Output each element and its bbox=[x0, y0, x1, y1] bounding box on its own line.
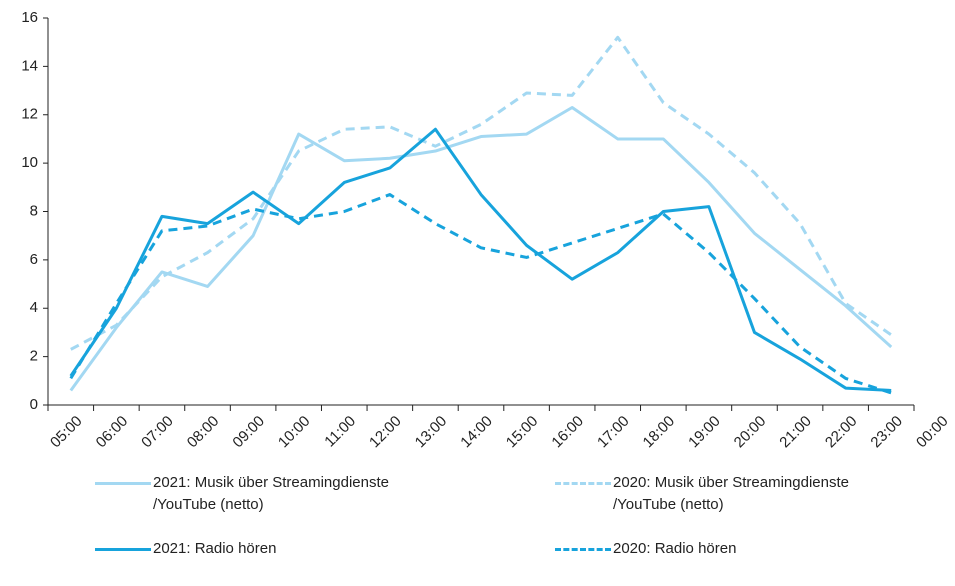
x-tick-label: 13:00 bbox=[412, 413, 451, 452]
x-tick-label: 08:00 bbox=[184, 413, 223, 452]
series-line bbox=[69, 193, 892, 395]
x-tick-label: 10:00 bbox=[275, 413, 314, 452]
series-line bbox=[69, 105, 893, 392]
x-tick-label: 09:00 bbox=[229, 413, 268, 452]
legend-label: 2020: Musik über Streamingdienste /YouTu… bbox=[613, 474, 849, 513]
x-tick-label: 12:00 bbox=[366, 413, 405, 452]
y-tick-label: 2 bbox=[30, 348, 38, 365]
series-line bbox=[70, 35, 893, 351]
y-tick-label: 14 bbox=[21, 57, 38, 74]
x-tick-label: 18:00 bbox=[640, 413, 679, 452]
chart: 0 2 4 6 8 10 12 14 16 05:00 06:00 07:00 08:00 09:00 10… bbox=[21, 9, 952, 452]
x-tick-label: 20:00 bbox=[731, 413, 770, 452]
legend-swatch bbox=[555, 482, 611, 485]
x-tick-label: 05:00 bbox=[47, 413, 86, 452]
legend-label: 2020: Radio hören bbox=[613, 540, 737, 557]
y-tick-label: 16 bbox=[21, 9, 38, 26]
y-tick-label: 4 bbox=[30, 299, 38, 316]
x-tick-label: 14:00 bbox=[457, 413, 496, 452]
x-tick-label: 23:00 bbox=[867, 413, 906, 452]
legend-swatch bbox=[95, 548, 151, 551]
x-tick-label: 17:00 bbox=[594, 413, 633, 452]
x-tick-label: 22:00 bbox=[822, 413, 861, 452]
x-tick-label: 19:00 bbox=[685, 413, 724, 452]
y-tick-label: 6 bbox=[30, 251, 38, 268]
x-tick-label: 21:00 bbox=[776, 413, 815, 452]
x-tick-label: 00:00 bbox=[913, 413, 952, 452]
y-tick-label: 12 bbox=[21, 106, 38, 123]
legend-swatch bbox=[555, 548, 611, 551]
y-tick-label: 0 bbox=[30, 396, 38, 413]
series-line bbox=[69, 127, 892, 392]
x-tick-label: 15:00 bbox=[503, 413, 542, 452]
x-tick-label: 16:00 bbox=[548, 413, 587, 452]
y-tick-label: 10 bbox=[21, 154, 38, 171]
legend-label: 2021: Musik über Streamingdienste /YouTu… bbox=[153, 474, 389, 513]
x-tick-label: 06:00 bbox=[93, 413, 132, 452]
x-tick-label: 07:00 bbox=[138, 413, 177, 452]
x-tick-label: 11:00 bbox=[321, 413, 359, 451]
legend-swatch bbox=[95, 482, 151, 485]
y-tick-label: 8 bbox=[30, 202, 38, 219]
legend-label: 2021: Radio hören bbox=[153, 540, 277, 557]
